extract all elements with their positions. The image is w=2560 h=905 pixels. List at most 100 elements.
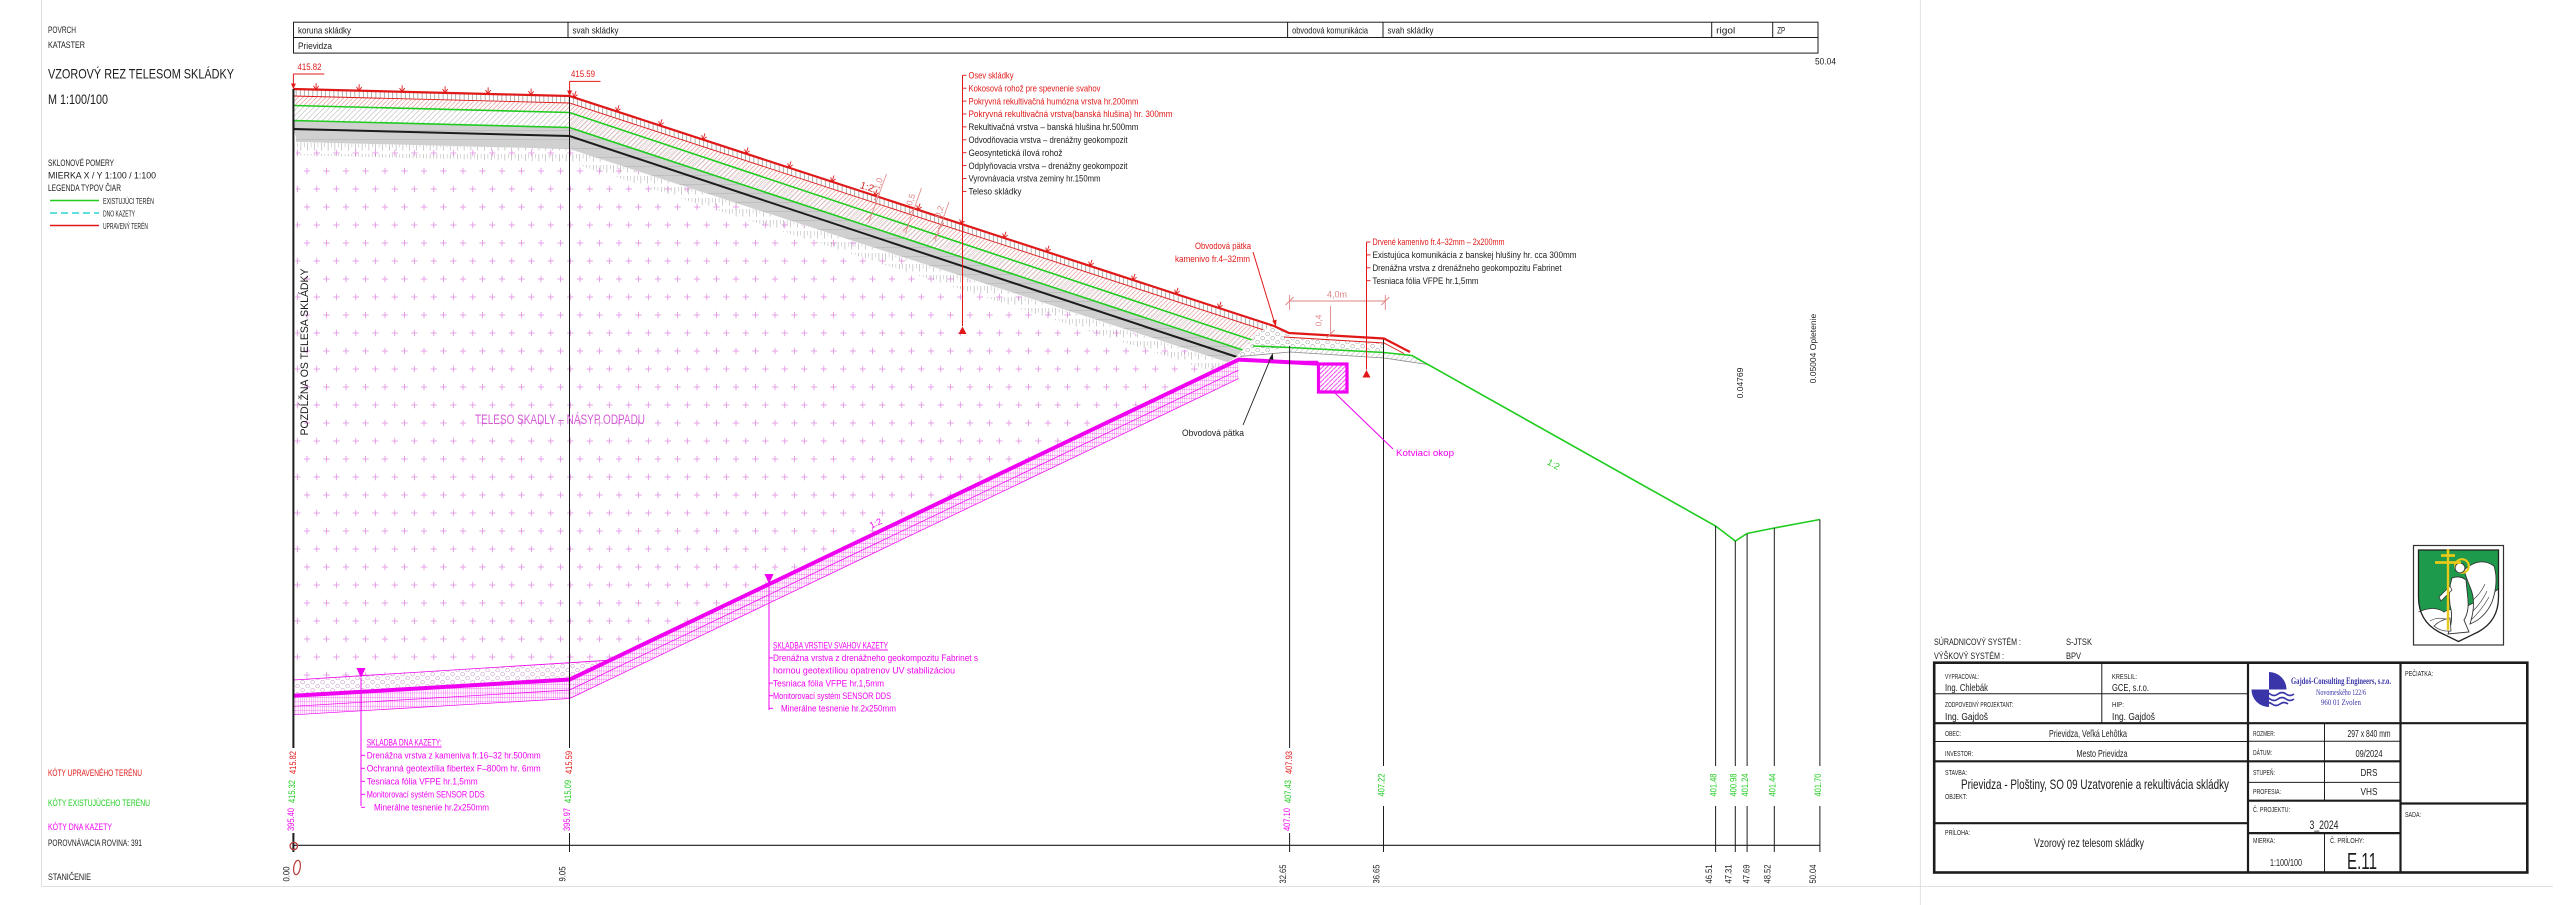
svg-text:Geosyntetická ílová rohož: Geosyntetická ílová rohož <box>969 148 1063 159</box>
svg-text:395.97: 395.97 <box>562 808 572 831</box>
svg-text:Monitorovací systém SENSOR DDS: Monitorovací systém SENSOR DDS <box>773 691 891 702</box>
svg-text:Prievidza: Prievidza <box>298 41 333 52</box>
svg-text:ZP: ZP <box>1777 26 1785 37</box>
svg-text:415.59: 415.59 <box>571 69 595 80</box>
svg-text:SKLONOVÉ POMERY: SKLONOVÉ POMERY <box>48 158 114 168</box>
svg-text:Ing. Chlebák: Ing. Chlebák <box>1945 683 1989 694</box>
svg-text:PEČIATKA:: PEČIATKA: <box>2405 669 2433 678</box>
svg-text:Ing. Gajdoš: Ing. Gajdoš <box>2112 712 2155 723</box>
svg-text:Tesniaca fólia VFPE hr.1,5mm: Tesniaca fólia VFPE hr.1,5mm <box>773 678 884 689</box>
svg-text:Obvodová pätka: Obvodová pätka <box>1195 241 1252 252</box>
svg-text:Opletenie: Opletenie <box>1808 314 1818 351</box>
svg-text:VÝŠKOVÝ SYSTÉM :: VÝŠKOVÝ SYSTÉM : <box>1934 651 2004 661</box>
svg-text:Novomeského 122/6: Novomeského 122/6 <box>2316 688 2366 697</box>
svg-text:BPV: BPV <box>2066 651 2081 661</box>
svg-text:36.65: 36.65 <box>1372 865 1382 884</box>
svg-text:E.11: E.11 <box>2347 848 2377 874</box>
svg-text:KRESLIL:: KRESLIL: <box>2112 674 2137 681</box>
svg-text:koruna skládky: koruna skládky <box>298 26 351 37</box>
svg-text:POROVNÁVACIA ROVINA: 391: POROVNÁVACIA ROVINA: 391 <box>48 838 142 848</box>
svg-text:Monitorovací systém SENSOR DDS: Monitorovací systém SENSOR DDS <box>367 790 485 801</box>
svg-text:401.48: 401.48 <box>1709 774 1719 797</box>
svg-text:Drenážna vrstva z kameniva fr.: Drenážna vrstva z kameniva fr.16–32 hr.5… <box>367 751 541 762</box>
svg-text:48.52: 48.52 <box>1763 865 1773 884</box>
svg-text:0,4: 0,4 <box>1314 314 1324 326</box>
svg-text:50.04: 50.04 <box>1815 57 1836 68</box>
svg-text:Teleso skládky: Teleso skládky <box>969 187 1022 198</box>
svg-text:DRS: DRS <box>2361 768 2378 779</box>
svg-text:TELESO SKADLY – NÁSYP ODPADU: TELESO SKADLY – NÁSYP ODPADU <box>475 412 645 427</box>
svg-text:MIERKA X / Y 1:100 / 1:100: MIERKA X / Y 1:100 / 1:100 <box>48 171 156 181</box>
svg-text:0.05004: 0.05004 <box>1808 352 1818 383</box>
svg-text:Drenážna vrstva z drenážneho g: Drenážna vrstva z drenážneho geokompozit… <box>1373 263 1562 274</box>
svg-text:32.65: 32.65 <box>1278 865 1288 884</box>
svg-text:0,5: 0,5 <box>904 192 917 207</box>
svg-text:1:2: 1:2 <box>868 516 884 530</box>
svg-text:415.59: 415.59 <box>564 751 574 774</box>
svg-text:SKLADBA DNA KAZETY:: SKLADBA DNA KAZETY: <box>367 738 442 749</box>
svg-text:407.10: 407.10 <box>1282 808 1292 831</box>
svg-text:297 x 840 mm: 297 x 840 mm <box>2348 729 2391 740</box>
svg-text:1:2: 1:2 <box>858 180 875 195</box>
svg-text:INVESTOR:: INVESTOR: <box>1945 751 1973 758</box>
svg-text:50.04: 50.04 <box>1808 865 1818 884</box>
svg-text:PROFESIA:: PROFESIA: <box>2253 789 2281 796</box>
svg-text:47.69: 47.69 <box>1742 865 1752 884</box>
svg-text:415.82: 415.82 <box>298 62 322 73</box>
svg-text:Odvodňovacia vrstva – drenážny: Odvodňovacia vrstva – drenážny geokompoz… <box>969 135 1128 146</box>
svg-text:svah skládky: svah skládky <box>1388 26 1434 37</box>
svg-text:0.04769: 0.04769 <box>1735 367 1745 398</box>
svg-text:395.40: 395.40 <box>286 808 296 831</box>
svg-text:kamenivo fr.4–32mm: kamenivo fr.4–32mm <box>1175 254 1250 265</box>
svg-text:Obvodová pätka: Obvodová pätka <box>1182 428 1245 439</box>
svg-text:OBJEKT:: OBJEKT: <box>1945 794 1967 801</box>
svg-text:KÓTY DNA KAZETY: KÓTY DNA KAZETY <box>48 822 112 832</box>
svg-text:401.70: 401.70 <box>1813 774 1823 797</box>
svg-text:4,0m: 4,0m <box>1327 290 1347 301</box>
svg-text:Drvené kamenivo fr.4–32mm – 2x: Drvené kamenivo fr.4–32mm – 2x200mm <box>1373 237 1505 248</box>
svg-text:obvodová komunikácia: obvodová komunikácia <box>1292 26 1369 37</box>
svg-text:KÓTY UPRAVENÉHO TERÉNU: KÓTY UPRAVENÉHO TERÉNU <box>48 768 142 778</box>
svg-text:rigol: rigol <box>1716 26 1735 37</box>
svg-text:EXISTUJÚCI TERÉN: EXISTUJÚCI TERÉN <box>103 197 154 206</box>
svg-text:Rekultivačná vrstva – banská h: Rekultivačná vrstva – banská hlušina hr.… <box>969 122 1139 133</box>
svg-text:400.98: 400.98 <box>1728 774 1738 797</box>
svg-text:UPRAVENÝ TERÉN: UPRAVENÝ TERÉN <box>103 222 148 231</box>
svg-text:Minerálne tesnenie hr.2x250mm: Minerálne tesnenie hr.2x250mm <box>781 704 896 715</box>
svg-text:09/2024: 09/2024 <box>2356 749 2383 760</box>
svg-text:ZODPOVEDNÝ PROJEKTANT:: ZODPOVEDNÝ PROJEKTANT: <box>1945 700 2013 709</box>
svg-text:47.31: 47.31 <box>1724 865 1734 884</box>
svg-text:GCE, s.r.o.: GCE, s.r.o. <box>2112 683 2149 694</box>
svg-text:Č. PROJEKTU:: Č. PROJEKTU: <box>2253 805 2290 814</box>
svg-text:Existujúca komunikácia z bansk: Existujúca komunikácia z banskej hlušiny… <box>1373 250 1577 261</box>
svg-text:SADA:: SADA: <box>2405 812 2421 819</box>
svg-text:ROZMER:: ROZMER: <box>2253 731 2275 738</box>
svg-text:407.43: 407.43 <box>1283 780 1293 803</box>
svg-text:HIP:: HIP: <box>2112 702 2124 709</box>
svg-text:1:100/100: 1:100/100 <box>2270 857 2302 869</box>
svg-text:POVRCH: POVRCH <box>48 25 76 36</box>
svg-text:VZOROVÝ REZ TELESOM SKLÁDKY: VZOROVÝ REZ TELESOM SKLÁDKY <box>48 66 235 82</box>
svg-text:svah skládky: svah skládky <box>573 26 619 37</box>
svg-text:Pokryvná rekultivačná humózna: Pokryvná rekultivačná humózna vrstva hr.… <box>969 96 1139 107</box>
svg-text:407.22: 407.22 <box>1377 774 1387 797</box>
svg-text:415.09: 415.09 <box>563 780 573 803</box>
svg-text:MIERKA:: MIERKA: <box>2253 838 2275 845</box>
svg-text:SKLADBA VRSTIEV SVAHOV KAZETY: SKLADBA VRSTIEV SVAHOV KAZETY <box>773 641 888 652</box>
svg-text:Ochranná geotextília fibertex: Ochranná geotextília fibertex F–800m hr.… <box>367 764 541 775</box>
svg-text:Vyrovnávacia vrstva zeminy hr.: Vyrovnávacia vrstva zeminy hr.150mm <box>969 174 1101 185</box>
svg-text:401.44: 401.44 <box>1767 774 1777 797</box>
svg-text:Odplyňovacia vrstva – drenážny: Odplyňovacia vrstva – drenážny geokompoz… <box>969 161 1128 172</box>
svg-text:S-JTSK: S-JTSK <box>2066 637 2092 647</box>
svg-text:LEGENDA TYPOV ČIAR: LEGENDA TYPOV ČIAR <box>48 183 121 193</box>
svg-text:3_2024: 3_2024 <box>2310 820 2339 832</box>
svg-text:STANIČENIE: STANIČENIE <box>48 872 91 882</box>
svg-text:Minerálne tesnenie hr.2x250mm: Minerálne tesnenie hr.2x250mm <box>374 803 489 814</box>
svg-text:STAVBA:: STAVBA: <box>1945 770 1967 777</box>
svg-text:Osev skládky: Osev skládky <box>969 71 1014 82</box>
svg-text:Gajdoš-Consulting Engineers, s: Gajdoš-Consulting Engineers, s.r.o. <box>2291 676 2391 686</box>
svg-text:Kotviaci okop: Kotviaci okop <box>1396 448 1454 459</box>
svg-text:415.32: 415.32 <box>287 780 297 803</box>
svg-text:SÚRADNICOVÝ SYSTÉM :: SÚRADNICOVÝ SYSTÉM : <box>1934 637 2021 647</box>
svg-text:401.24: 401.24 <box>1740 774 1750 797</box>
